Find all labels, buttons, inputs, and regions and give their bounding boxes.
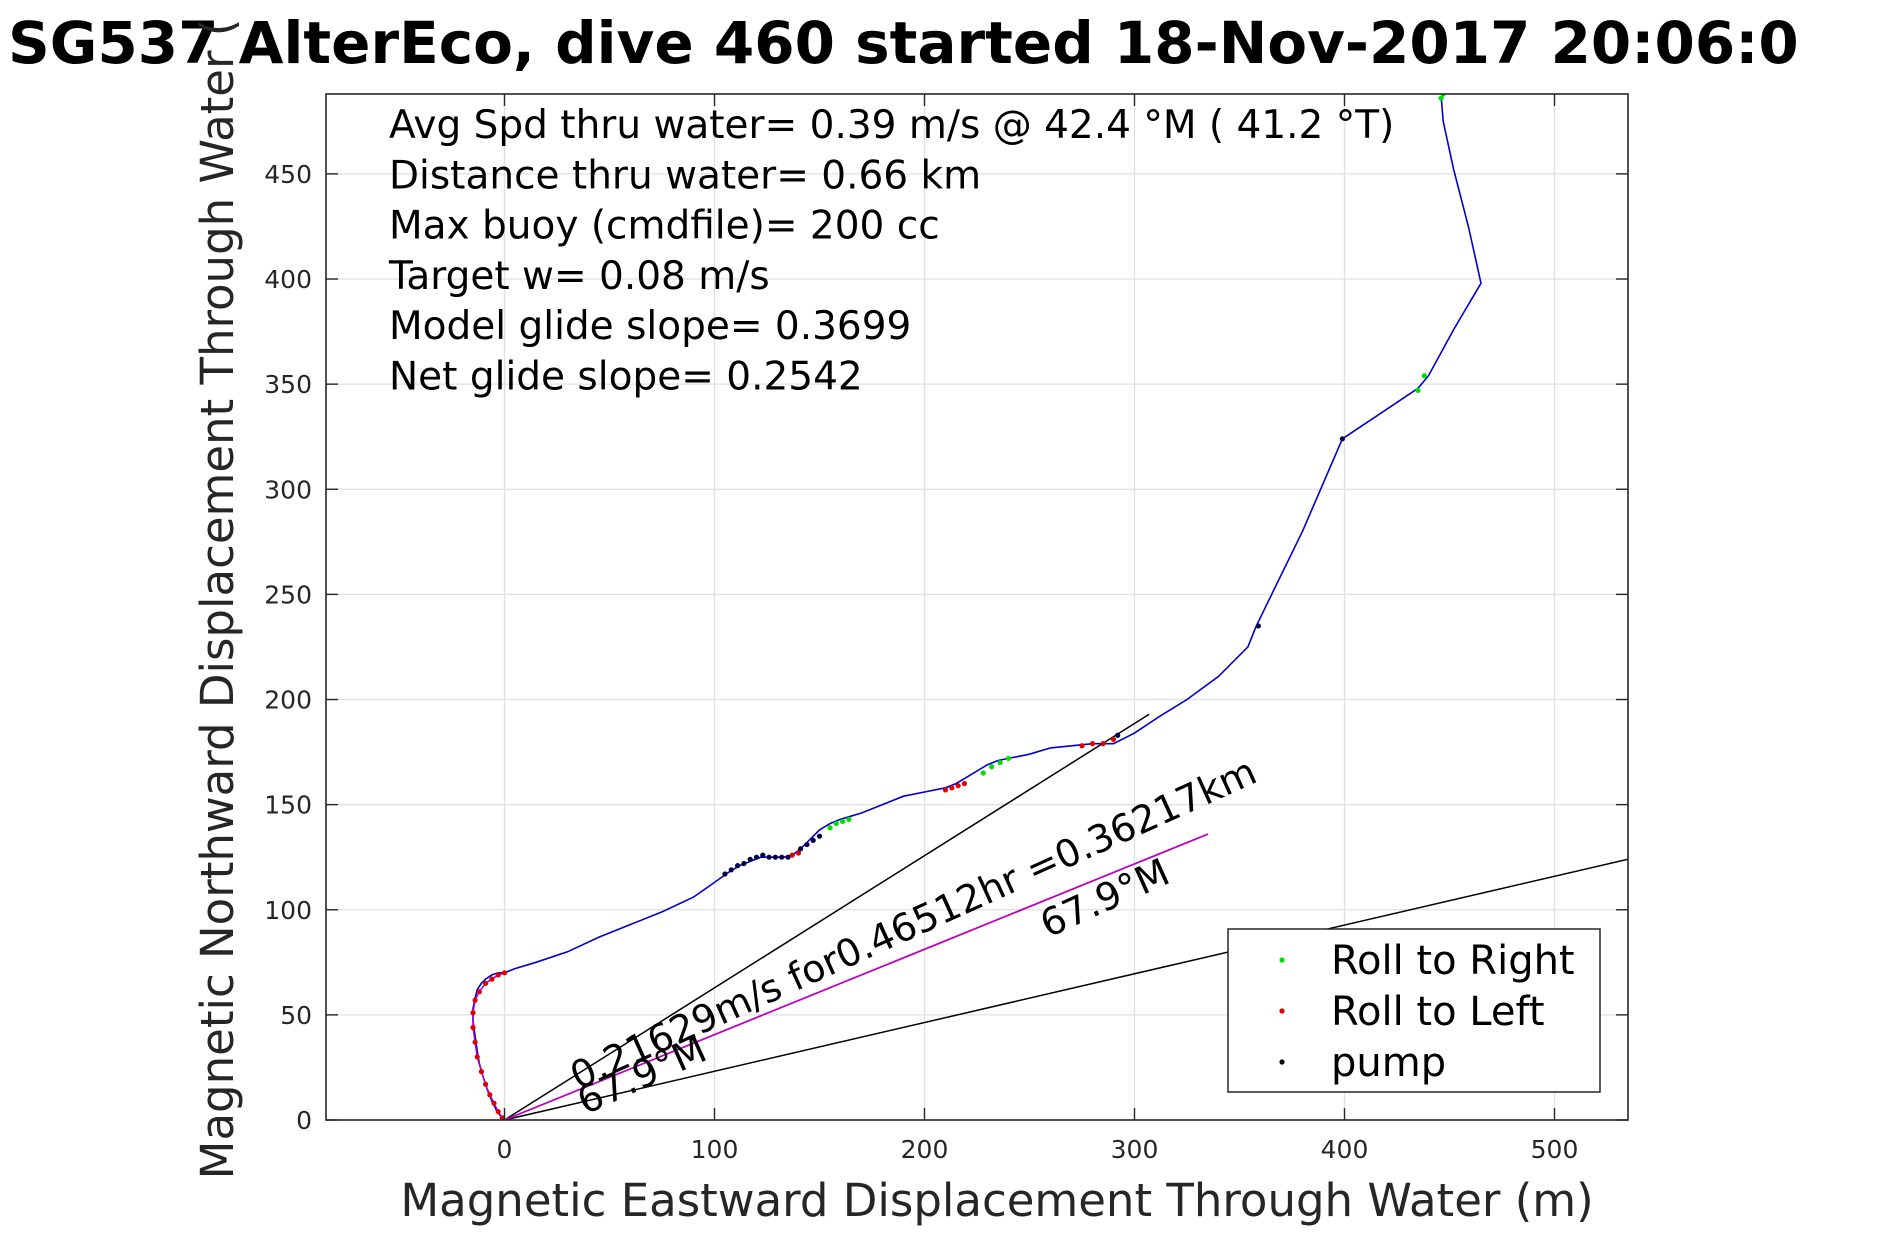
- stats-box: Avg Spd thru water= 0.39 m/s @ 42.4 °M (…: [388, 103, 1394, 400]
- legend-marker: [1279, 957, 1285, 963]
- reference-line: [504, 713, 1150, 1120]
- roll-left-point: [472, 997, 478, 1003]
- roll-left-point: [789, 852, 795, 858]
- current-line: [504, 833, 1209, 1120]
- stat-line: Model glide slope= 0.3699: [389, 304, 911, 349]
- stat-line: Max buoy (cmdfile)= 200 cc: [389, 204, 940, 249]
- pump-point: [735, 863, 741, 869]
- roll-left-point: [961, 781, 968, 787]
- pump-point: [747, 856, 753, 862]
- y-tick-label: 400: [264, 265, 312, 294]
- pump-point: [1115, 732, 1121, 738]
- y-tick-label: 0: [296, 1106, 312, 1135]
- stat-line: Target w= 0.08 m/s: [388, 254, 770, 299]
- roll-right-point: [1005, 755, 1012, 761]
- y-tick-label: 50: [280, 1001, 312, 1030]
- pump-point: [804, 841, 810, 848]
- grid: [326, 94, 1628, 1121]
- x-tick-label: 300: [1111, 1135, 1159, 1164]
- roll-right-point: [980, 770, 986, 776]
- roll-left-point: [470, 1010, 476, 1016]
- pump-point: [760, 852, 766, 858]
- roll-left-point: [495, 972, 501, 978]
- roll-right-point: [989, 764, 995, 770]
- roll-left-point: [474, 1054, 480, 1060]
- y-tick-label: 200: [264, 686, 312, 715]
- roll-left-point: [1110, 736, 1117, 743]
- roll-right-point: [1438, 95, 1444, 101]
- reference-lines: [504, 713, 1628, 1120]
- pump-point: [779, 854, 785, 860]
- y-tick-label: 250: [264, 580, 312, 609]
- roll-left-point: [501, 970, 508, 976]
- y-tick-label: 100: [264, 896, 312, 925]
- roll-left-point: [470, 1024, 476, 1031]
- roll-left-point: [955, 783, 961, 789]
- pump-point: [1339, 436, 1345, 442]
- reference-line: [504, 858, 1628, 1120]
- y-tick-label: 150: [264, 791, 312, 820]
- pump-point: [722, 871, 728, 877]
- roll-left-point: [942, 787, 949, 793]
- pump-point: [816, 833, 823, 839]
- roll-right-point: [827, 825, 833, 831]
- y-tick-label: 450: [264, 160, 312, 189]
- legend-label: Roll to Left: [1331, 989, 1545, 1035]
- roll-left-point: [487, 1092, 493, 1098]
- x-axis-label: Magnetic Eastward Displacement Through W…: [400, 1174, 1593, 1227]
- stat-line: Avg Spd thru water= 0.39 m/s @ 42.4 °M (…: [389, 103, 1394, 148]
- x-tick-label: 400: [1321, 1135, 1369, 1164]
- roll-left-trace: [472, 972, 505, 1119]
- pump-point: [728, 867, 734, 873]
- legend-label: Roll to Right: [1331, 938, 1575, 984]
- roll-right-point: [1421, 373, 1427, 379]
- pump-point: [798, 846, 804, 852]
- chart-title: SG537 AlterEco, dive 460 started 18-Nov-…: [8, 9, 1799, 77]
- roll-left-point: [1089, 741, 1096, 747]
- axes-box: [325, 93, 1629, 1121]
- roll-left-point: [483, 980, 489, 986]
- roll-right-point: [1415, 387, 1421, 394]
- stat-line: Distance thru water= 0.66 km: [389, 153, 981, 198]
- legend-marker: [1279, 1059, 1285, 1065]
- current-vector: [504, 833, 1209, 1120]
- pump-point: [741, 860, 747, 867]
- roll-left-point: [476, 989, 482, 995]
- pump-point: [753, 854, 760, 860]
- ticks: 0 100 200 300 400 500 0 50 100 150 200 250 300 350 400…: [264, 94, 1628, 1164]
- y-axis-label: Magnetic Northward Displacement Through …: [191, 19, 244, 1180]
- roll-left-point: [483, 1081, 489, 1087]
- y-tick-label: 300: [264, 475, 312, 504]
- pump-point: [1255, 623, 1261, 629]
- y-tick-label: 350: [264, 370, 312, 399]
- legend: Roll to Right Roll to Left pump: [1227, 928, 1601, 1093]
- roll-left-point: [795, 850, 802, 856]
- roll-left-point: [499, 1115, 505, 1120]
- roll-right-point: [840, 818, 846, 825]
- pump-point: [766, 854, 772, 860]
- pump-point: [810, 837, 816, 843]
- roll-right-point: [833, 820, 839, 827]
- pump-point: [785, 854, 791, 860]
- roll-left-point: [489, 976, 495, 982]
- x-tick-label: 0: [497, 1135, 513, 1164]
- legend-marker: [1279, 1008, 1285, 1014]
- x-tick-label: 500: [1531, 1135, 1579, 1164]
- roll-left-point: [491, 1100, 497, 1106]
- roll-left-point: [472, 1039, 478, 1045]
- legend-box: [1227, 928, 1601, 1093]
- roll-left-point: [1100, 741, 1106, 747]
- roll-left-point: [1079, 743, 1085, 749]
- roll-right-point: [846, 816, 852, 822]
- roll-right-point: [997, 759, 1003, 766]
- roll-left-point: [495, 1108, 501, 1115]
- x-tick-label: 100: [691, 1135, 739, 1164]
- x-tick-label: 200: [901, 1135, 949, 1164]
- roll-left-point: [949, 785, 955, 791]
- stat-line: Net glide slope= 0.2542: [389, 355, 863, 400]
- legend-label: pump: [1331, 1040, 1446, 1086]
- roll-left-point: [478, 1069, 484, 1075]
- pump-point: [772, 854, 779, 860]
